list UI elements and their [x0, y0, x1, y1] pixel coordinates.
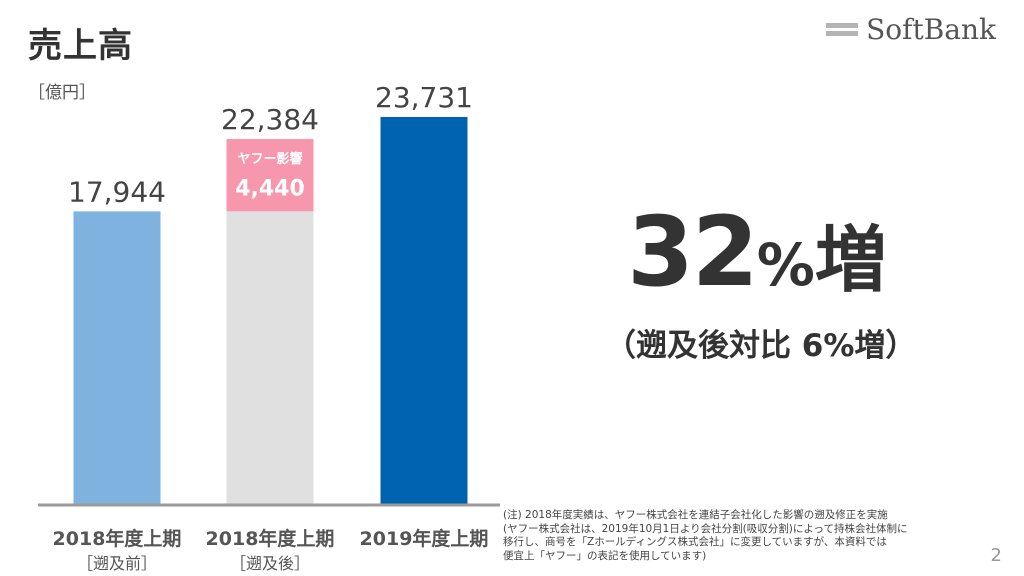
bar-total-label: 17,944: [68, 175, 166, 208]
growth-number: 32: [627, 196, 759, 308]
page-number: 2: [990, 545, 1002, 566]
bar-total-label: 23,731: [375, 81, 473, 114]
category-label: 2019年度上期: [360, 527, 489, 550]
growth-subtext: （遡及後対比 6%増）: [605, 328, 917, 364]
bar-segment: [380, 117, 468, 504]
page-title: 売上高: [28, 26, 133, 66]
footnote-line: (ヤフー株式会社は、2019年10月1日より会社分割(吸収分割)によって持株会社…: [503, 522, 908, 535]
bar-segment: [73, 211, 161, 504]
logo-bars-icon: [826, 22, 859, 36]
bar-segment: [226, 211, 314, 504]
bar-total-label: 22,384: [221, 103, 319, 136]
category-sublabel: ［遡及後］: [230, 554, 310, 573]
unit-label: ［億円］: [28, 83, 96, 103]
segment-title-label: ヤフー影響: [237, 151, 302, 167]
growth-highlight: 32%増: [612, 196, 902, 308]
logo-text: SoftBank: [866, 12, 996, 46]
softbank-logo: SoftBank: [826, 12, 996, 46]
segment-value-label: 4,440: [235, 176, 305, 201]
footnote-line: 移行し、商号を「Zホールディングス株式会社」に変更していますが、本資料では: [503, 536, 887, 548]
category-label: 2018年度上期: [53, 527, 182, 550]
category-sublabel: ［遡及前］: [77, 554, 157, 573]
growth-suffix: 増: [814, 218, 887, 302]
footnote-line: (注) 2018年度実績は、ヤフー株式会社を連結子会社化した影響の遡及修正を実施: [503, 509, 888, 521]
bar-segment: [226, 138, 314, 212]
footnote-line: 便宜上「ヤフー」の表記を使用しています): [503, 549, 707, 562]
growth-percent-sign: %: [756, 231, 815, 299]
footnote: (注) 2018年度実績は、ヤフー株式会社を連結子会社化した影響の遡及修正を実施…: [503, 509, 993, 563]
category-label: 2018年度上期: [206, 527, 335, 550]
